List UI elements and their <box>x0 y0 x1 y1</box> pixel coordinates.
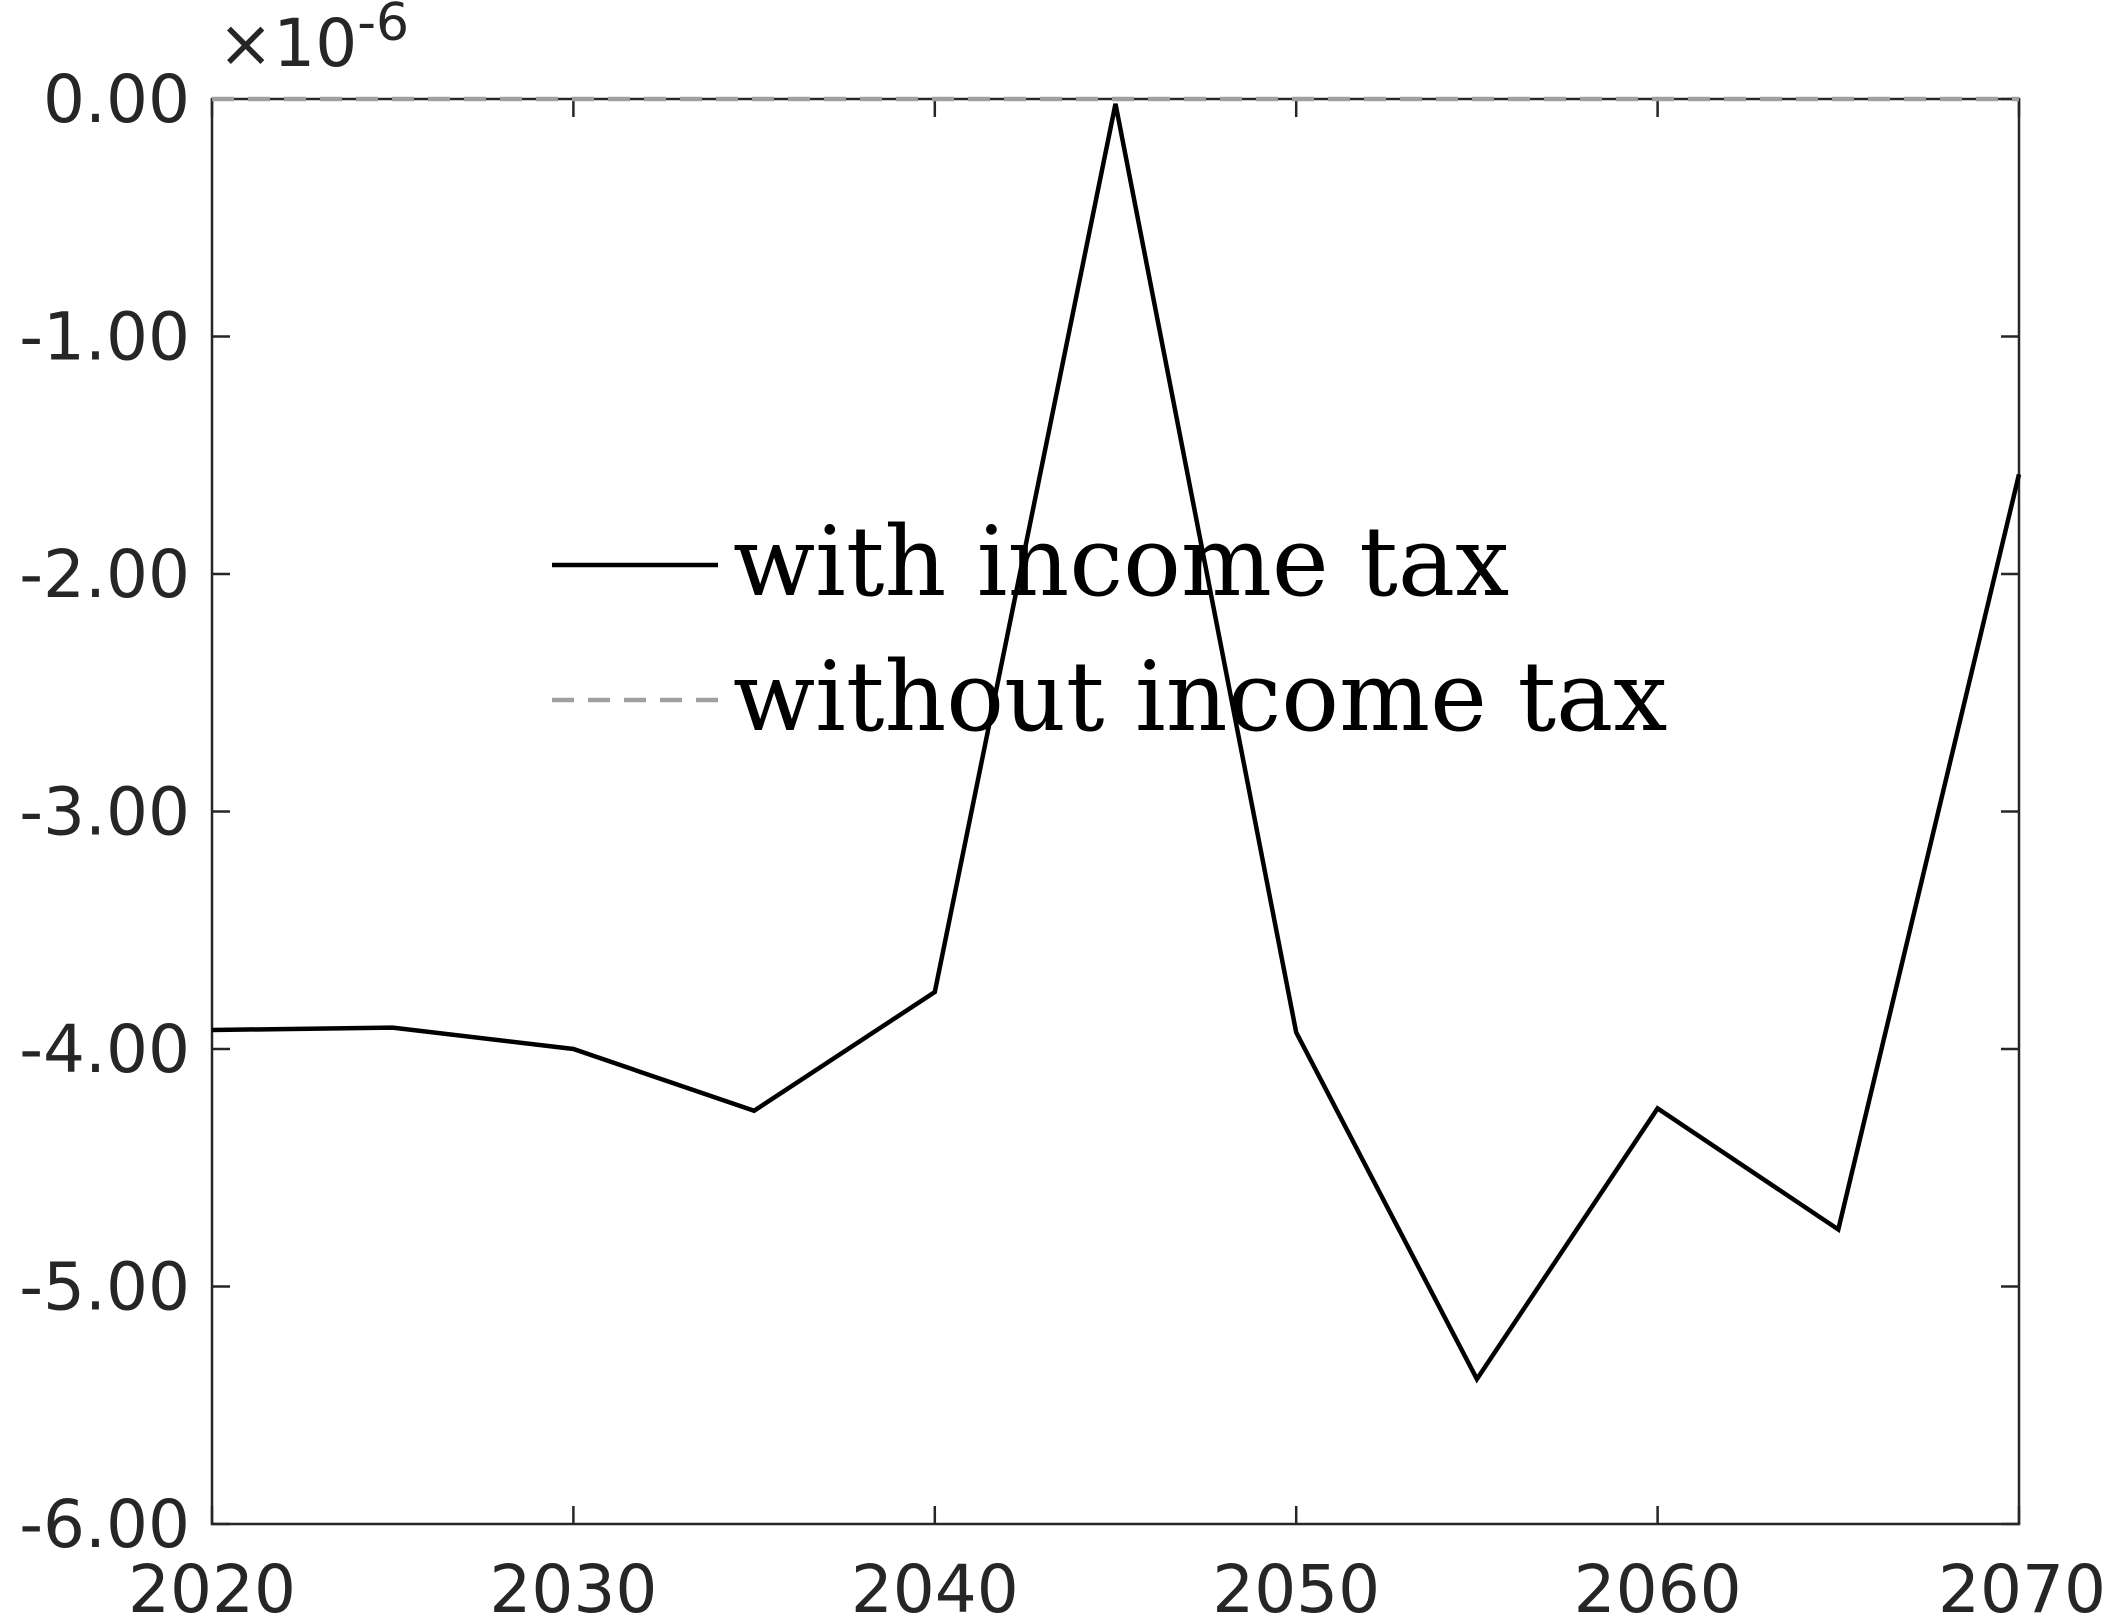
y-tick-label: 0.00 <box>43 61 190 138</box>
x-tick-label: 2070 <box>1938 1551 2106 1622</box>
plot-frame <box>210 97 2021 1526</box>
x-axis-ticks: 2020 2030 2040 2050 2060 2070 <box>128 99 2106 1622</box>
y-tick-label: -4.00 <box>19 1011 190 1088</box>
legend-label: without income tax <box>733 641 1667 753</box>
y-exponent-label: ×10-6 <box>218 0 409 82</box>
series-layer <box>211 96 2022 1384</box>
y-tick-label: -2.00 <box>19 536 190 613</box>
y-exponent-multiplier: ×10 <box>218 5 357 82</box>
legend-label: with income tax <box>733 506 1509 618</box>
legend: with income tax without income tax <box>552 506 1667 753</box>
x-tick-label: 2040 <box>851 1551 1019 1622</box>
y-axis-ticks: 0.00 -1.00 -2.00 -3.00 -4.00 -5.00 -6.00 <box>19 61 2019 1563</box>
x-tick-label: 2030 <box>489 1551 657 1622</box>
y-tick-label: -1.00 <box>19 299 190 376</box>
x-tick-label: 2060 <box>1574 1551 1742 1622</box>
series-line-with-income-tax <box>211 103 2022 1384</box>
y-tick-label: -6.00 <box>19 1486 190 1563</box>
svg-text:×10-6: ×10-6 <box>218 0 409 82</box>
y-tick-label: -3.00 <box>19 774 190 851</box>
plot-axes <box>210 97 2021 1526</box>
x-tick-label: 2020 <box>128 1551 296 1622</box>
y-tick-label: -5.00 <box>19 1249 190 1326</box>
x-tick-label: 2050 <box>1212 1551 1380 1622</box>
y-exponent-power: -6 <box>357 0 409 53</box>
